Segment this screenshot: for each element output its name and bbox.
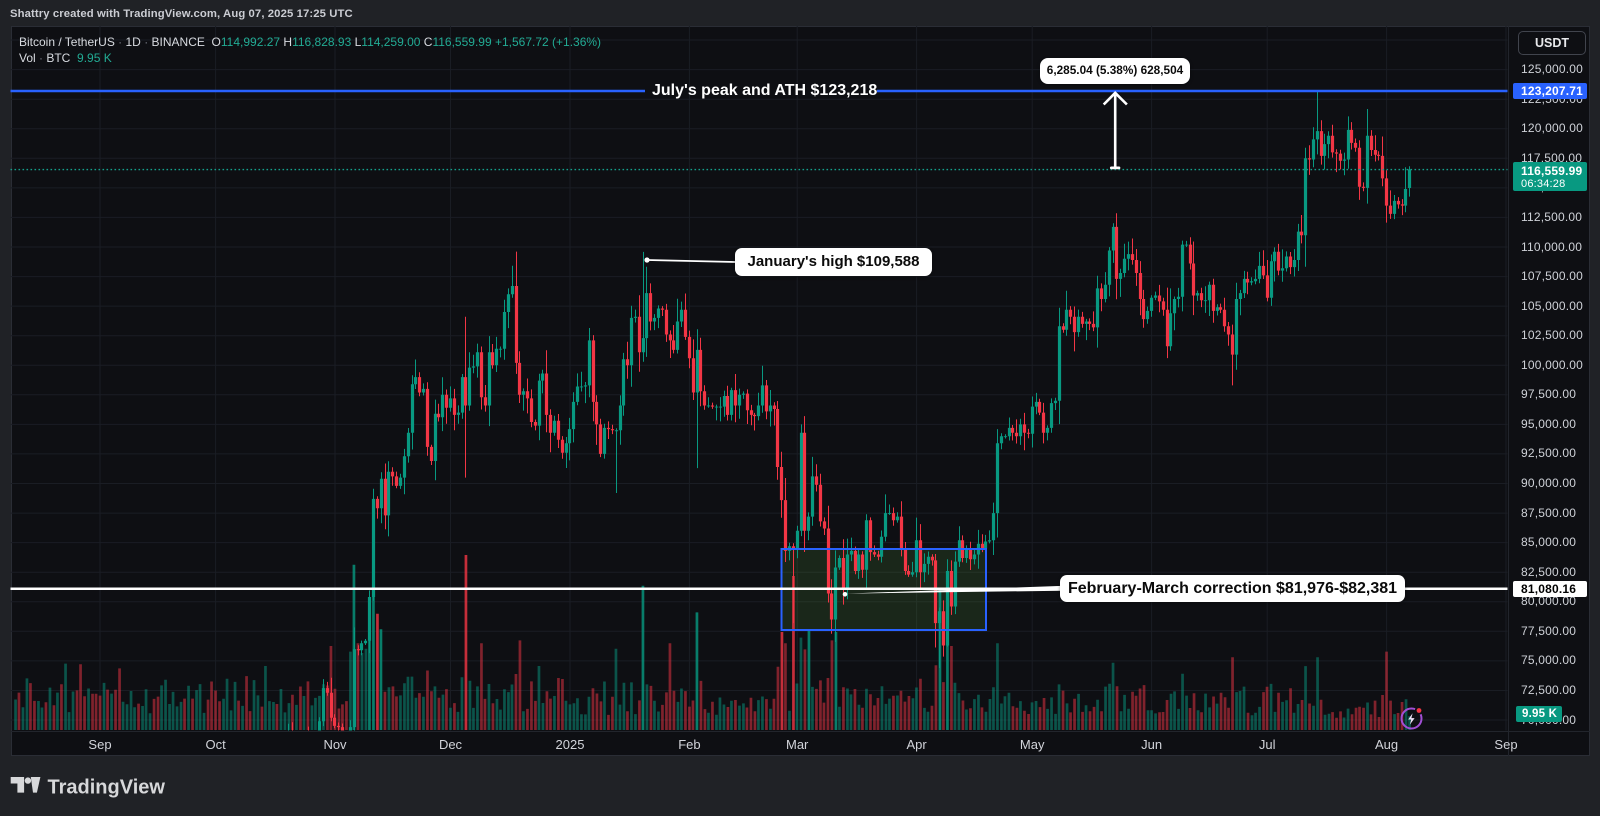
svg-text:TradingView: TradingView [48,776,166,798]
